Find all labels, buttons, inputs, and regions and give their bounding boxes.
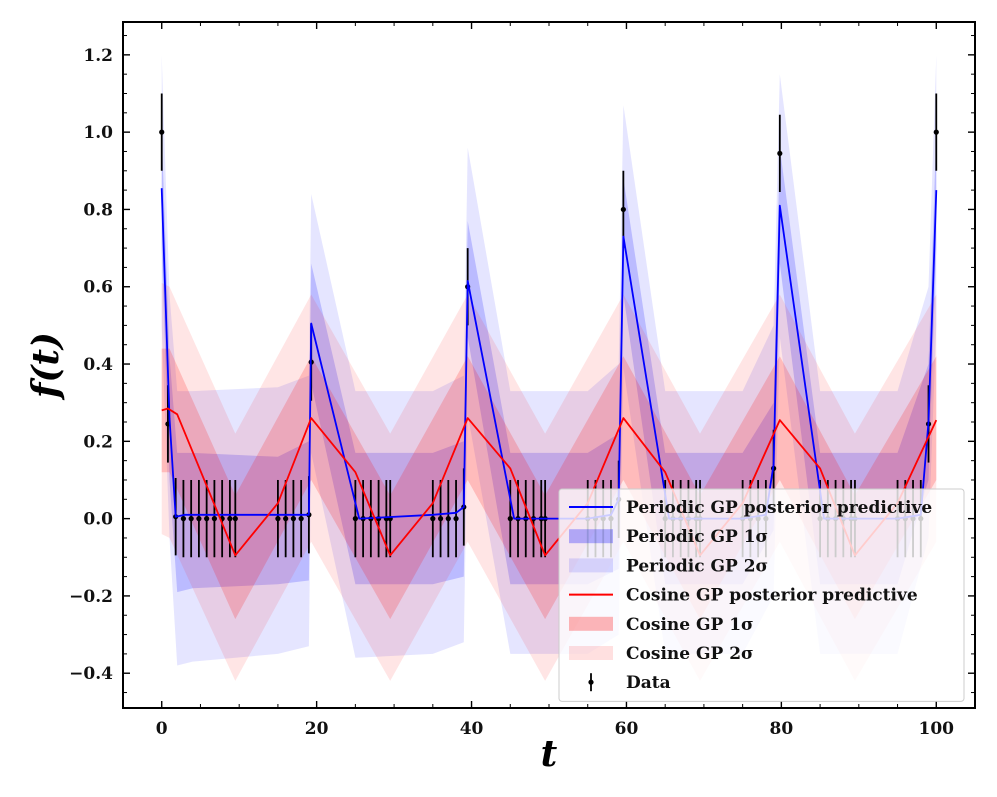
legend-label: Data xyxy=(626,673,671,693)
x-tick-label: 100 xyxy=(919,719,955,739)
band-periodic-gp-1- xyxy=(161,132,937,593)
posterior-lines xyxy=(160,188,938,557)
y-tick-label: 0.8 xyxy=(83,200,113,220)
x-axis-label: t xyxy=(541,733,558,775)
data-point xyxy=(453,516,459,522)
x-tick-label: 60 xyxy=(615,719,639,739)
y-tick-label: 0.4 xyxy=(83,355,113,375)
data-point xyxy=(188,516,194,522)
legend-label: Periodic GP 2σ xyxy=(626,556,768,576)
data-point xyxy=(211,516,217,522)
legend-label: Periodic GP posterior predictive xyxy=(626,498,932,518)
legend: Periodic GP posterior predictive Periodic… xyxy=(558,488,965,702)
line-cosine-gp-posterior-predictive xyxy=(161,407,938,557)
y-tick-label: −0.4 xyxy=(69,664,113,684)
data-point xyxy=(507,516,513,522)
data-point xyxy=(196,516,202,522)
x-tick-labels: 0 20 40 60 80 100 xyxy=(156,719,954,739)
line-periodic-gp-posterior-predictive xyxy=(160,188,938,520)
data-point xyxy=(777,150,783,157)
data-point xyxy=(159,129,165,135)
y-tick-label: 0.0 xyxy=(83,510,113,530)
data-point xyxy=(227,516,233,522)
data-point xyxy=(430,516,436,522)
legend-label: Periodic GP 1σ xyxy=(626,527,768,547)
legend-label: Cosine GP posterior predictive xyxy=(626,586,918,606)
data-point xyxy=(437,516,444,522)
data-point xyxy=(290,516,296,522)
legend-label: Cosine GP 2σ xyxy=(626,644,754,664)
y-tick-labels: −0.4 −0.2 0.0 0.2 0.4 0.6 0.8 1.0 1.2 xyxy=(69,46,113,684)
data-point xyxy=(232,516,238,522)
data-point xyxy=(298,516,304,522)
data-point xyxy=(275,516,281,522)
data-point xyxy=(180,516,187,522)
x-tick-label: 0 xyxy=(156,719,168,739)
data-point xyxy=(445,516,451,522)
plot-frame xyxy=(122,21,976,709)
legend-band-swatch xyxy=(569,646,613,660)
y-tick-label: 0.2 xyxy=(83,432,113,452)
legend-point-swatch xyxy=(588,679,594,685)
y-tick-label: 0.6 xyxy=(83,278,113,298)
legend-label: Cosine GP 1σ xyxy=(626,615,754,635)
y-tick-label: 1.0 xyxy=(83,123,113,143)
legend-band-swatch xyxy=(569,558,613,573)
data-point xyxy=(204,516,210,522)
data-point xyxy=(283,516,289,522)
x-tick-label: 20 xyxy=(305,719,329,739)
data-point xyxy=(352,516,358,522)
legend-box xyxy=(558,488,965,702)
legend-band-swatch xyxy=(569,529,613,544)
data-point xyxy=(620,206,626,213)
y-tick-label: 1.2 xyxy=(83,46,113,66)
x-tick-label: 80 xyxy=(770,719,794,739)
y-tick-label: −0.2 xyxy=(69,587,113,607)
legend-band-swatch xyxy=(569,616,613,631)
y-axis-label: f(t) xyxy=(25,332,67,401)
x-tick-label: 40 xyxy=(460,719,484,739)
data-point xyxy=(933,129,939,135)
